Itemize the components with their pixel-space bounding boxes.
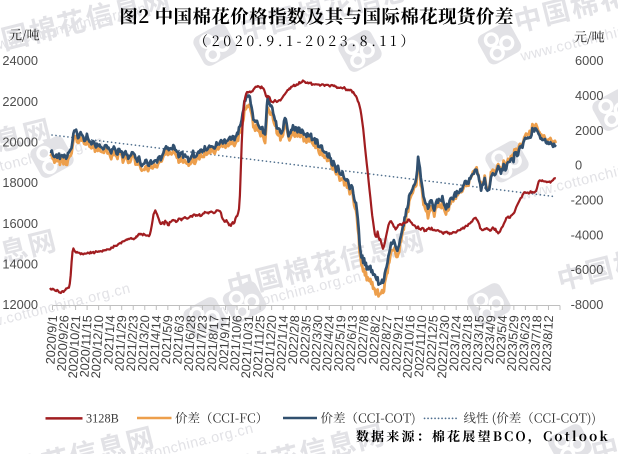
svg-text:2020/10/21: 2020/10/21	[66, 315, 83, 379]
svg-text:2022/8/27: 2022/8/27	[378, 315, 395, 372]
svg-text:2021/12/20: 2021/12/20	[262, 315, 279, 379]
svg-text:2020/11/15: 2020/11/15	[77, 315, 94, 378]
svg-text:2023/5/29: 2023/5/29	[505, 315, 522, 372]
svg-text:12000: 12000	[2, 297, 38, 312]
svg-text:2023/1/24: 2023/1/24	[447, 315, 464, 372]
svg-text:2021/4/14: 2021/4/14	[147, 315, 164, 372]
svg-text:2021/7/23: 2021/7/23	[193, 315, 210, 372]
svg-text:16000: 16000	[2, 216, 38, 231]
svg-text:2021/6/28: 2021/6/28	[182, 315, 199, 372]
svg-text:18000: 18000	[2, 175, 38, 190]
svg-text:2021/5/9: 2021/5/9	[159, 315, 176, 365]
svg-text:2022/11/10: 2022/11/10	[412, 315, 429, 378]
svg-text:2021/9/11: 2021/9/11	[216, 315, 233, 371]
svg-text:2023/2/18: 2023/2/18	[458, 315, 475, 372]
svg-text:2022/9/21: 2022/9/21	[389, 315, 406, 372]
svg-text:2021/2/23: 2021/2/23	[124, 315, 141, 372]
svg-text:2021/6/3: 2021/6/3	[170, 315, 187, 365]
svg-text:2022/4/24: 2022/4/24	[320, 315, 337, 372]
svg-text:2023/8/12: 2023/8/12	[539, 315, 556, 372]
svg-text:-2000: -2000	[571, 193, 604, 208]
svg-text:2022/12/5: 2022/12/5	[424, 315, 441, 372]
svg-text:0: 0	[575, 158, 582, 173]
svg-text:14000: 14000	[2, 256, 38, 271]
svg-text:2020/12/10: 2020/12/10	[89, 315, 106, 379]
svg-text:-8000: -8000	[571, 297, 604, 312]
svg-text:2021/10/6: 2021/10/6	[228, 315, 245, 372]
svg-text:20000: 20000	[2, 134, 38, 149]
svg-text:-6000: -6000	[571, 262, 604, 277]
svg-text:2023/5/4: 2023/5/4	[493, 315, 510, 365]
svg-text:2000: 2000	[575, 123, 603, 138]
svg-text:2022/10/16: 2022/10/16	[400, 315, 417, 379]
svg-text:2022/2/8: 2022/2/8	[286, 315, 303, 365]
svg-text:2022/3/30: 2022/3/30	[308, 315, 325, 372]
svg-text:2023/7/18: 2023/7/18	[528, 315, 545, 372]
svg-text:2022/5/19: 2022/5/19	[332, 315, 349, 372]
svg-text:4000: 4000	[575, 88, 603, 103]
svg-text:2020/9/26: 2020/9/26	[55, 315, 72, 372]
svg-text:2021/3/20: 2021/3/20	[135, 315, 152, 372]
svg-text:2023/3/15: 2023/3/15	[470, 315, 487, 372]
svg-text:2021/11/25: 2021/11/25	[250, 315, 267, 378]
svg-text:2022/1/14: 2022/1/14	[274, 315, 291, 372]
svg-text:2021/10/31: 2021/10/31	[239, 315, 256, 379]
svg-text:2021/1/4: 2021/1/4	[101, 315, 118, 365]
svg-text:2023/6/23: 2023/6/23	[516, 315, 533, 372]
svg-text:3128B: 3128B	[86, 411, 119, 425]
svg-text:-4000: -4000	[571, 227, 604, 242]
svg-text:2023/4/9: 2023/4/9	[482, 315, 499, 365]
svg-text:2022/8/2: 2022/8/2	[367, 315, 384, 365]
svg-text:2022/3/5: 2022/3/5	[297, 315, 314, 365]
svg-text:6000: 6000	[575, 53, 603, 68]
svg-text:2022/12/30: 2022/12/30	[435, 315, 452, 379]
svg-text:22000: 22000	[2, 94, 38, 109]
svg-text:2021/1/29: 2021/1/29	[112, 315, 129, 372]
svg-text:24000: 24000	[2, 53, 38, 68]
svg-text:2021/8/17: 2021/8/17	[205, 315, 222, 372]
svg-text:2022/6/13: 2022/6/13	[343, 315, 360, 372]
svg-text:2022/7/8: 2022/7/8	[355, 315, 372, 365]
svg-text:2020/9/1: 2020/9/1	[44, 315, 61, 365]
